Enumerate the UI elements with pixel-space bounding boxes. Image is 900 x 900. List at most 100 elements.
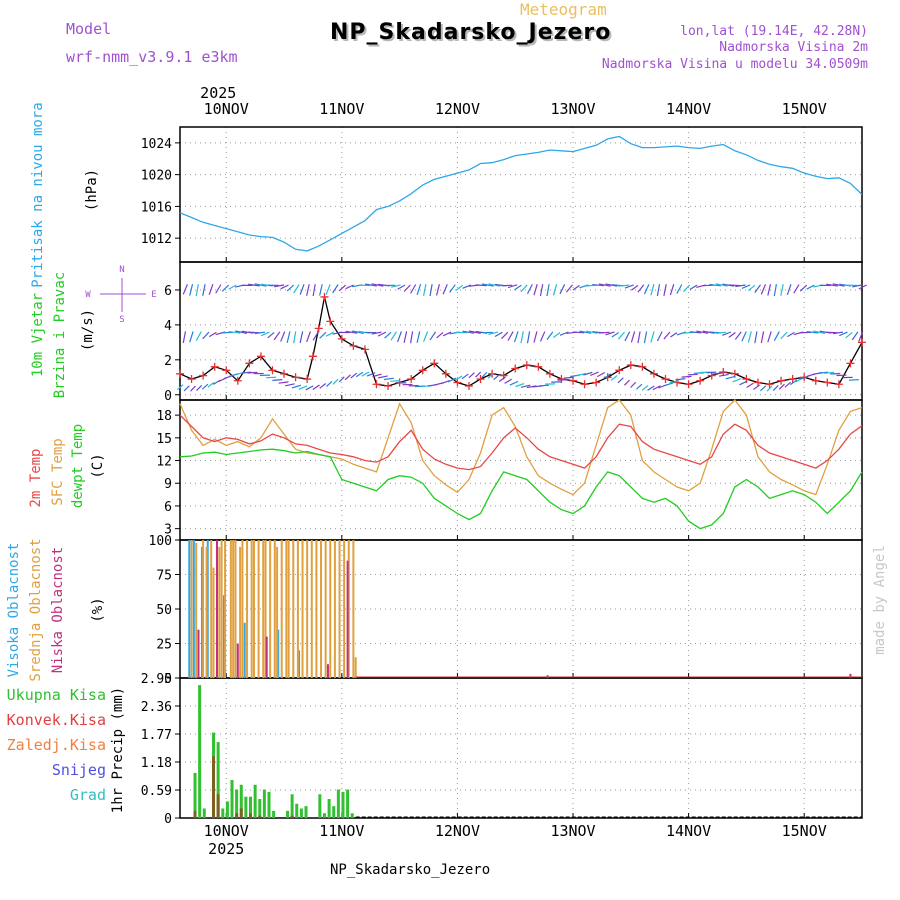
wind-arrow xyxy=(436,331,444,339)
wind-arrow xyxy=(248,283,260,287)
wind-speed-marker xyxy=(268,366,277,375)
wind-arrow xyxy=(709,283,721,287)
wind-arrow xyxy=(278,381,289,384)
wind-arrow xyxy=(429,284,433,297)
wind-arrow xyxy=(520,284,528,293)
y-tick-label: 6 xyxy=(164,500,172,515)
precip-bar xyxy=(202,808,206,819)
x-tick-label-bottom: 10NOV xyxy=(204,822,249,840)
compass-south: S xyxy=(119,315,124,325)
cloud-bar xyxy=(276,546,279,678)
wind-arrow xyxy=(481,283,494,287)
wind-arrow xyxy=(741,331,747,342)
precip-bar xyxy=(193,810,197,818)
wind-arrow xyxy=(468,330,481,334)
wind-arrow xyxy=(384,331,392,339)
x-tick-label-bottom: 12NOV xyxy=(435,822,480,840)
wind-speed-marker xyxy=(430,359,439,368)
wind-arrow xyxy=(598,283,611,287)
precip-bar xyxy=(272,810,276,818)
wind-arrow xyxy=(732,378,742,383)
wind-arrow xyxy=(778,383,785,390)
wind-arrow xyxy=(832,331,843,335)
precip-bar xyxy=(322,813,326,818)
wind-arrow xyxy=(786,284,792,296)
location-info: lon,lat (19.14E, 42.28N) xyxy=(680,24,868,39)
precip-bar xyxy=(225,801,229,818)
temp-2m-line xyxy=(179,414,863,471)
cloud-bar xyxy=(354,657,357,678)
y-tick-label: 1.77 xyxy=(141,728,172,743)
wind-speed-marker xyxy=(245,359,254,368)
y-tick-label: 100 xyxy=(149,534,172,549)
cloud-bar xyxy=(222,595,225,678)
wind-arrow xyxy=(390,379,401,382)
x-tick-label-top: 12NOV xyxy=(435,100,480,118)
wind-arrow xyxy=(605,331,615,336)
wind-arrow xyxy=(422,284,427,296)
wind-arrow xyxy=(559,331,569,336)
compass-west: W xyxy=(85,290,91,300)
wind-axis-unit: (m/s) xyxy=(80,309,96,351)
wind-arrow xyxy=(338,284,346,292)
wind-speed-marker xyxy=(349,341,358,350)
wind-arrow xyxy=(319,284,323,296)
precip-bar xyxy=(299,808,303,819)
wind-speed-marker xyxy=(638,362,647,371)
cloud-bar xyxy=(296,540,299,678)
x-tick-label-bottom: 15NOV xyxy=(782,822,827,840)
sfc-axis-title: SFC Temp xyxy=(50,438,66,505)
chart-title: NP_Skadarsko_Jezero xyxy=(330,20,612,45)
cloud-bar xyxy=(306,540,309,678)
wind-arrow xyxy=(449,284,456,293)
wind-arrow xyxy=(706,371,717,374)
x-tick-label-top: 10NOV xyxy=(204,100,249,118)
wind-arrow xyxy=(576,372,587,377)
cloud-bar xyxy=(264,540,267,678)
wind-arrow xyxy=(734,331,742,340)
wind-arrow xyxy=(735,284,746,288)
pressure-axis-unit: (hPa) xyxy=(84,169,100,211)
dewpt-temp-line xyxy=(179,448,863,530)
cloud-bar xyxy=(326,664,329,678)
compass-cross xyxy=(100,278,146,312)
wind-arrow xyxy=(228,284,237,290)
wind-axis-title-2: Brzina i Pravac xyxy=(52,272,68,398)
cloud-bar xyxy=(273,540,276,678)
wind-arrow xyxy=(767,284,772,296)
cloud-bar xyxy=(229,540,232,678)
cloud-bar xyxy=(232,540,235,678)
wind-arrow xyxy=(208,331,217,338)
wind-arrow xyxy=(826,283,838,287)
wind-arrow xyxy=(344,374,351,381)
cloud-bar xyxy=(252,540,255,678)
wind-arrow xyxy=(722,283,735,287)
wind-arrow xyxy=(670,332,678,338)
wind-arrow xyxy=(208,284,214,296)
precip-bar xyxy=(249,813,253,818)
cloud-bar xyxy=(250,540,253,678)
wind-speed-marker xyxy=(534,362,543,371)
cloud-bar xyxy=(292,540,295,678)
wind-arrow xyxy=(526,284,533,295)
precip-bar xyxy=(290,794,294,818)
wind-arrow xyxy=(195,284,199,297)
precip-bar xyxy=(258,815,262,819)
wind-arrow xyxy=(637,284,645,293)
wind-arrow xyxy=(190,385,196,392)
year-label-bottom: 2025 xyxy=(208,840,244,858)
wind-speed-marker xyxy=(337,334,346,343)
wind-speed-marker xyxy=(858,338,866,347)
wind-speed-marker xyxy=(280,369,289,378)
wind-arrow xyxy=(299,284,305,295)
wind-arrow xyxy=(845,331,853,339)
wind-arrow xyxy=(559,284,566,295)
cloud-bar xyxy=(190,540,193,678)
cloud-bar xyxy=(287,540,290,678)
wind-arrow xyxy=(767,331,772,343)
wind-arrow xyxy=(790,379,798,386)
wind-arrow xyxy=(423,331,429,342)
wind-arrow xyxy=(366,372,376,377)
wind-arrow xyxy=(286,331,291,343)
